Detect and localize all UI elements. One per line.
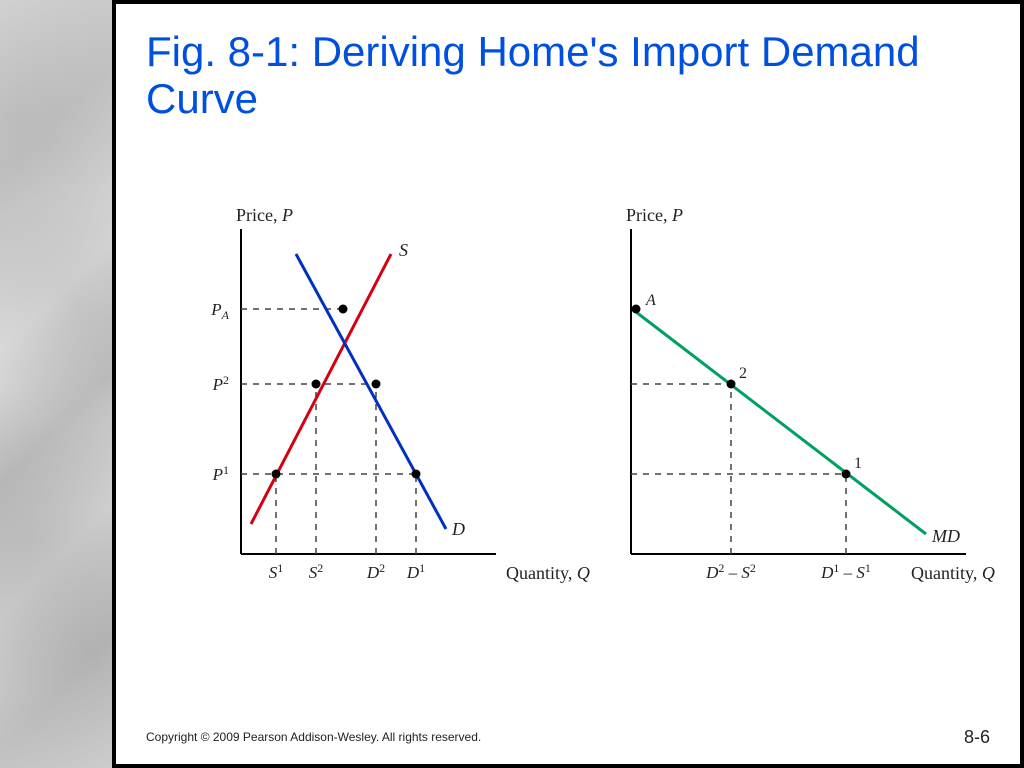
svg-text:Price, P: Price, P bbox=[626, 205, 683, 225]
chart-region: Price, P Quantity, Q S D PA P2 P1 S1 S2 D2 D1 Price… bbox=[136, 194, 1006, 624]
svg-text:Quantity, Q: Quantity, Q bbox=[506, 563, 590, 583]
slide-frame: Fig. 8-1: Deriving Home's Import Demand … bbox=[0, 0, 1024, 768]
svg-text:D2 – S2: D2 – S2 bbox=[705, 561, 756, 582]
copyright-text: Copyright © 2009 Pearson Addison-Wesley.… bbox=[146, 730, 481, 744]
svg-text:D: D bbox=[451, 519, 465, 539]
svg-text:P2: P2 bbox=[212, 373, 229, 394]
svg-text:D1: D1 bbox=[406, 561, 425, 582]
svg-text:1: 1 bbox=[854, 455, 862, 472]
slide-title: Fig. 8-1: Deriving Home's Import Demand … bbox=[146, 28, 990, 122]
svg-text:S: S bbox=[399, 240, 408, 260]
content-area: Fig. 8-1: Deriving Home's Import Demand … bbox=[112, 0, 1024, 768]
page-number: 8-6 bbox=[964, 727, 990, 748]
svg-text:Price, P: Price, P bbox=[236, 205, 293, 225]
svg-text:PA: PA bbox=[210, 300, 229, 322]
svg-text:2: 2 bbox=[739, 365, 747, 382]
svg-text:S2: S2 bbox=[309, 561, 324, 582]
svg-text:MD: MD bbox=[931, 526, 960, 546]
svg-text:D2: D2 bbox=[366, 561, 385, 582]
svg-text:Quantity, Q: Quantity, Q bbox=[911, 563, 995, 583]
svg-text:D1 – S1: D1 – S1 bbox=[820, 561, 871, 582]
svg-text:P1: P1 bbox=[212, 463, 229, 484]
economics-diagram: Price, P Quantity, Q S D PA P2 P1 S1 S2 D2 D1 Price… bbox=[136, 194, 1006, 624]
svg-text:A: A bbox=[645, 292, 656, 309]
marble-sidebar bbox=[0, 0, 112, 768]
svg-text:S1: S1 bbox=[269, 561, 284, 582]
